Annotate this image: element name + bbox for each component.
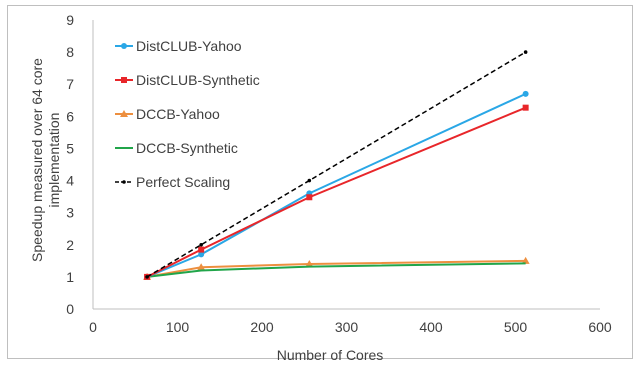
legend-marker-distclub-synthetic bbox=[121, 77, 127, 83]
data-point-distclub-yahoo bbox=[198, 251, 205, 258]
legend-marker-distclub-yahoo bbox=[121, 43, 127, 49]
legend-label-dccb-yahoo: DCCB-Yahoo bbox=[136, 106, 220, 122]
data-point-perfect-scaling bbox=[145, 275, 149, 279]
y-axis-title-line-1: Speedup measured over 64 core bbox=[29, 58, 45, 262]
series-line-distclub-synthetic bbox=[146, 106, 527, 278]
x-tick-label: 500 bbox=[504, 319, 528, 335]
legend-label-perfect-scaling: Perfect Scaling bbox=[136, 174, 230, 190]
x-tick-label: 300 bbox=[335, 319, 359, 335]
y-axis-title-line-2: implementation bbox=[46, 113, 62, 208]
legend-marker-perfect-scaling bbox=[122, 180, 126, 184]
legend-item-dccb-yahoo: DCCB-Yahoo bbox=[115, 106, 220, 122]
x-tick-label: 100 bbox=[166, 319, 190, 335]
y-tick-label: 6 bbox=[66, 108, 74, 124]
data-point-dccb-yahoo bbox=[197, 263, 206, 271]
y-tick-label: 9 bbox=[66, 12, 74, 28]
y-tick-label: 1 bbox=[66, 269, 74, 285]
y-tick-label: 2 bbox=[66, 237, 74, 253]
legend-item-perfect-scaling: Perfect Scaling bbox=[115, 174, 230, 190]
data-point-distclub-synthetic bbox=[198, 246, 205, 253]
x-axis-title: Number of Cores bbox=[277, 347, 384, 363]
y-tick-label: 8 bbox=[66, 44, 74, 60]
y-tick-label: 0 bbox=[66, 301, 74, 317]
data-point-dccb-yahoo bbox=[521, 256, 530, 264]
y-axis-title: Speedup measured over 64 core implementa… bbox=[29, 58, 62, 262]
x-tick-label: 0 bbox=[89, 319, 97, 335]
series-perfect-scaling bbox=[145, 50, 528, 279]
series-line-perfect-scaling bbox=[146, 51, 527, 278]
tick-labels: 0 100 200 300 400 500 600 0 1 2 3 4 5 6 7 8 9 bbox=[66, 12, 612, 335]
series-dccb-yahoo bbox=[143, 256, 530, 280]
x-tick-label: 200 bbox=[250, 319, 274, 335]
chart-frame bbox=[7, 5, 633, 359]
data-point-perfect-scaling bbox=[523, 50, 528, 54]
series-line-dccb-synthetic bbox=[146, 262, 526, 278]
axes bbox=[92, 20, 600, 310]
data-point-distclub-yahoo bbox=[522, 90, 529, 97]
data-point-perfect-scaling bbox=[199, 242, 203, 247]
legend-label-distclub-yahoo: DistCLUB-Yahoo bbox=[136, 38, 242, 54]
series-dccb-synthetic bbox=[146, 262, 526, 278]
data-point-perfect-scaling bbox=[307, 178, 312, 183]
legend-marker-dccb-yahoo bbox=[120, 110, 128, 117]
data-point-distclub-synthetic bbox=[306, 194, 313, 201]
legend-label-distclub-synthetic: DistCLUB-Synthetic bbox=[136, 72, 260, 88]
legend: DistCLUB-Yahoo DistCLUB-Synthetic DCCB-Yah… bbox=[115, 38, 260, 190]
y-tick-label: 3 bbox=[66, 205, 74, 221]
data-point-dccb-yahoo bbox=[305, 260, 314, 268]
legend-item-distclub-yahoo: DistCLUB-Yahoo bbox=[115, 38, 242, 54]
x-tick-label: 400 bbox=[419, 319, 443, 335]
y-tick-label: 4 bbox=[66, 173, 74, 189]
data-point-distclub-synthetic bbox=[522, 104, 529, 111]
y-tick-label: 5 bbox=[66, 140, 74, 156]
legend-item-distclub-synthetic: DistCLUB-Synthetic bbox=[115, 72, 260, 88]
series-line-dccb-yahoo bbox=[146, 259, 526, 278]
legend-label-dccb-synthetic: DCCB-Synthetic bbox=[136, 140, 238, 156]
legend-item-dccb-synthetic: DCCB-Synthetic bbox=[115, 140, 238, 156]
series-layer bbox=[143, 50, 530, 280]
y-tick-label: 7 bbox=[66, 76, 74, 92]
x-tick-label: 600 bbox=[588, 319, 612, 335]
